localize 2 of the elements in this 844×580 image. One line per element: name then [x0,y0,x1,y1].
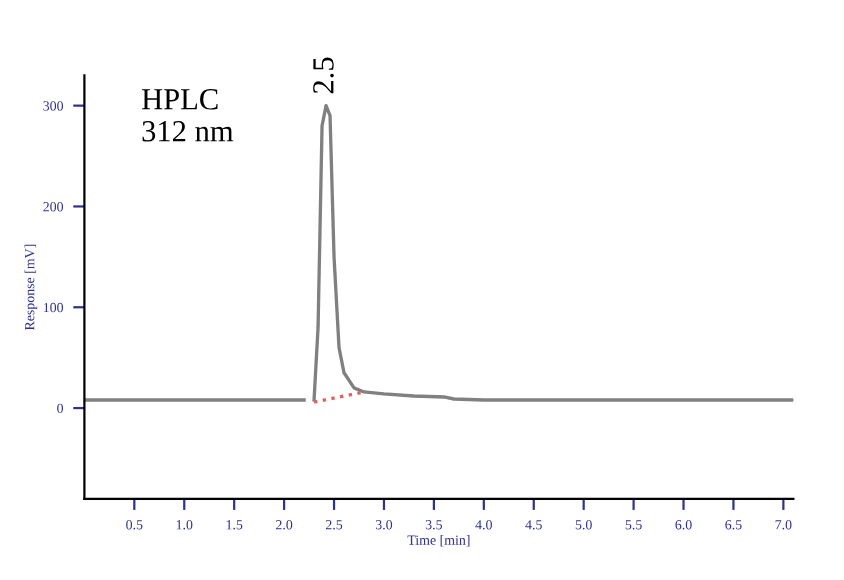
annotation: 2.5 [313,57,334,94]
annotation: HPLC 312 nm [142,89,234,142]
